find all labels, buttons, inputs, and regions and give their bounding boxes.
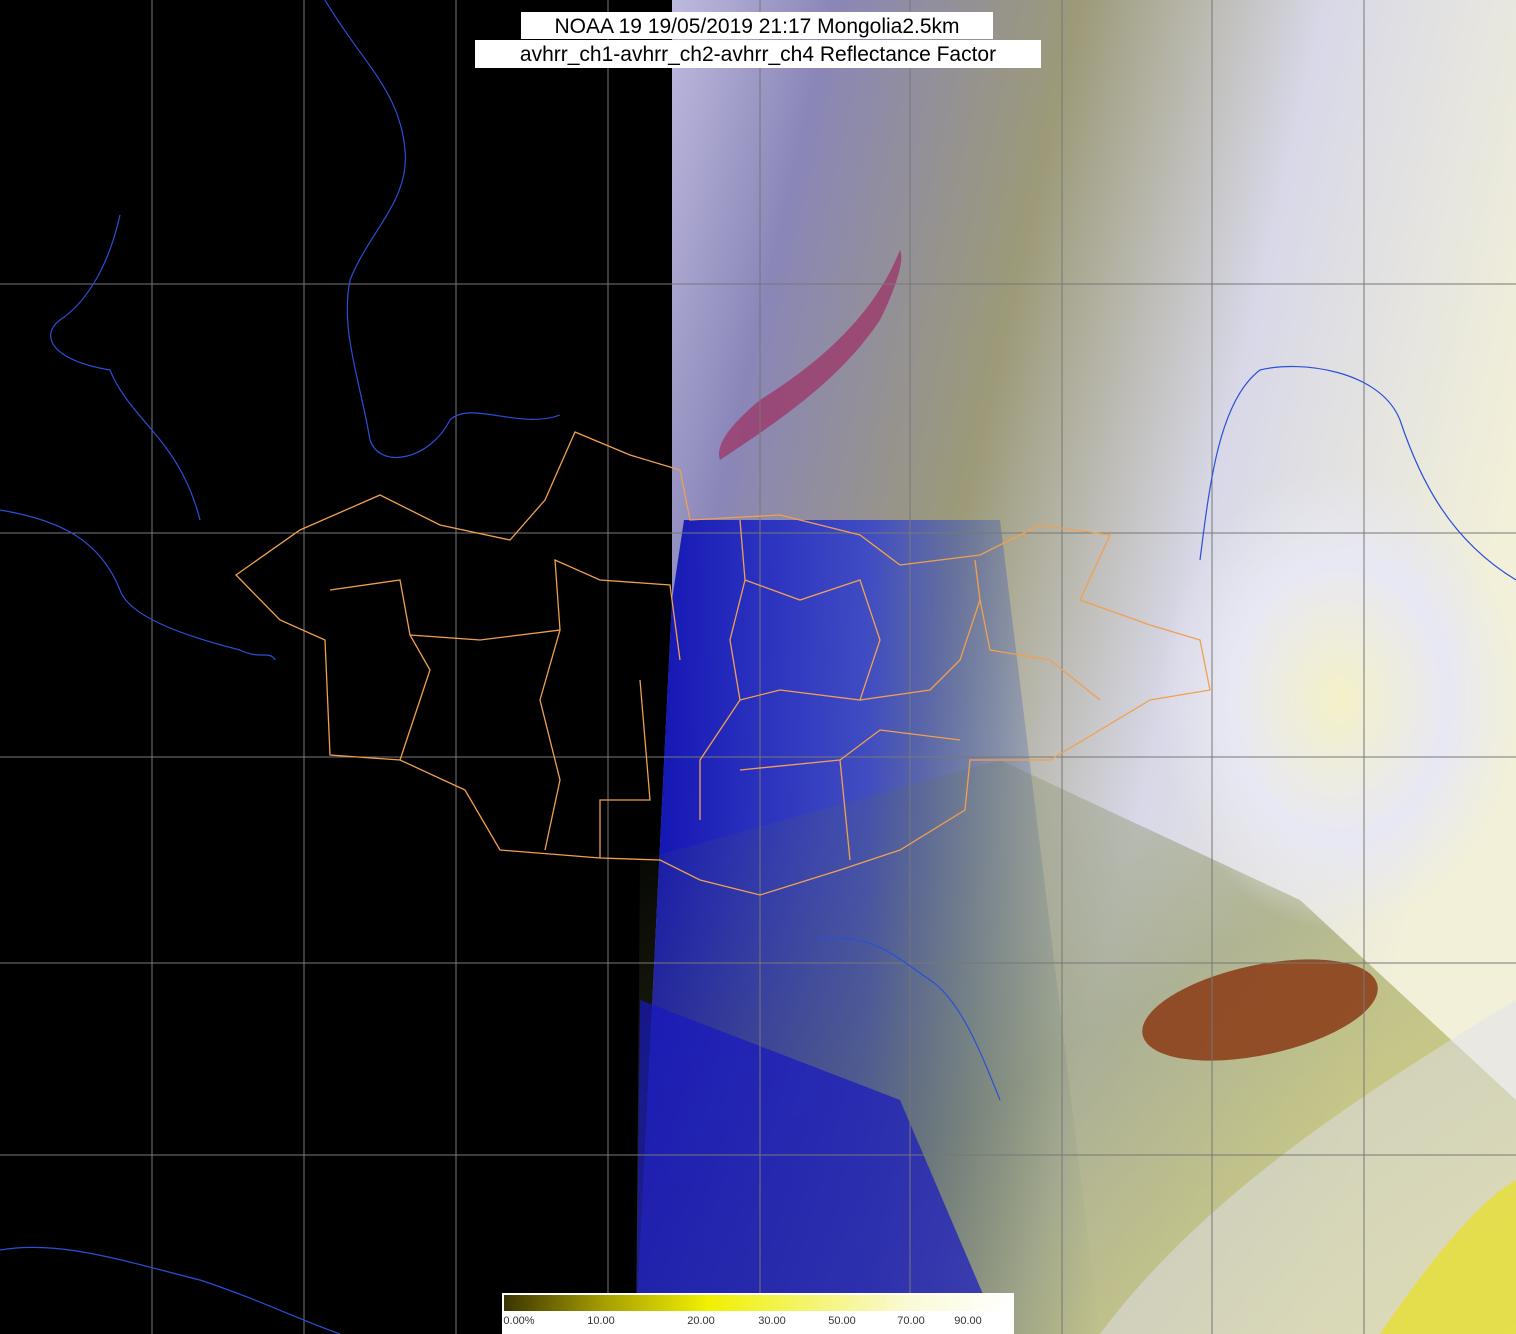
river xyxy=(324,0,561,458)
river xyxy=(0,509,276,661)
province xyxy=(599,679,651,858)
colorbar-label: 70.00 xyxy=(897,1315,925,1327)
river xyxy=(0,1246,341,1334)
land-brown xyxy=(1142,959,1378,1061)
subtitle: avhrr_ch1-avhrr_ch2-avhrr_ch4 Reflectanc… xyxy=(520,43,996,66)
colorbar xyxy=(504,1295,1012,1311)
colorbar-labels: 0.00% 10.00 20.00 30.00 50.00 70.00 90.00 xyxy=(503,1315,981,1327)
clouds-yellow xyxy=(1380,1180,1516,1334)
province xyxy=(739,579,881,701)
colorbar-label: 50.00 xyxy=(828,1315,856,1327)
cyclone xyxy=(1160,470,1516,930)
colorbar-label: 90.00 xyxy=(954,1315,982,1327)
border-line xyxy=(1199,365,1516,581)
lake-baikal xyxy=(719,250,902,460)
subtitle-box xyxy=(475,40,1041,68)
colorbar-label: 10.00 xyxy=(587,1315,615,1327)
colorbar-label: 20.00 xyxy=(687,1315,715,1327)
blue-surface xyxy=(636,1000,1000,1334)
province xyxy=(739,729,961,861)
province xyxy=(979,599,1101,701)
province-borders xyxy=(235,431,1211,896)
colorbar-label: 0.00% xyxy=(503,1315,534,1327)
province xyxy=(409,558,681,661)
title: NOAA 19 19/05/2019 21:17 Mongolia2.5km xyxy=(554,15,959,38)
colorbar-label: 30.00 xyxy=(758,1315,786,1327)
river xyxy=(819,937,1001,1101)
clouds xyxy=(1100,1000,1516,1334)
province xyxy=(859,559,981,701)
province xyxy=(539,629,561,851)
river xyxy=(50,214,201,521)
country-border xyxy=(235,431,1211,896)
title-box xyxy=(521,12,993,39)
